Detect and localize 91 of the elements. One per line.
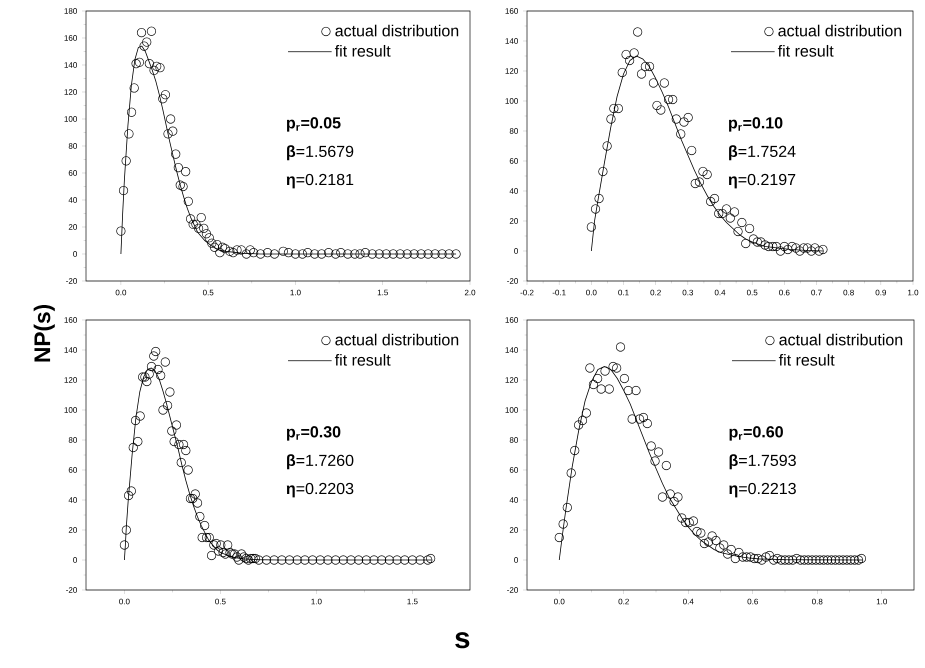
- x-tick-label: 0.5: [215, 598, 226, 604]
- x-tick-label: 1.0: [311, 598, 322, 604]
- y-tick-label: 20: [68, 527, 77, 533]
- y-tick-label: 0: [514, 557, 518, 563]
- y-tick-label: 100: [506, 407, 518, 413]
- y-tick-label: 100: [506, 98, 518, 104]
- legend-label: fit result: [778, 354, 835, 366]
- x-tick-label: 0.5: [202, 290, 214, 296]
- x-tick-label: 0.3: [682, 290, 694, 296]
- y-tick-label: 160: [64, 317, 77, 323]
- x-tick-label: -0.1: [552, 290, 566, 296]
- x-tick-label: 0.4: [714, 290, 726, 296]
- y-tick-label: 40: [510, 188, 518, 194]
- x-tick-label: 1.5: [378, 290, 388, 296]
- y-tick-label: 120: [64, 89, 77, 95]
- y-tick-label: -20: [507, 587, 518, 593]
- y-tick-label: 100: [64, 116, 77, 122]
- legend-label: fit result: [334, 44, 391, 57]
- x-tick-label: 0.1: [618, 290, 629, 296]
- x-tick-label: 1.5: [407, 598, 418, 604]
- x-tick-label: -0.2: [520, 290, 534, 296]
- x-tick-label: 2.0: [464, 290, 476, 296]
- y-tick-label: 100: [64, 407, 77, 413]
- annotation: η=0.2197: [728, 174, 796, 188]
- annotation: η=0.2203: [286, 482, 354, 498]
- y-tick-label: 160: [506, 8, 518, 14]
- y-tick-label: 60: [68, 467, 77, 473]
- x-tick-label: 0.6: [748, 598, 758, 604]
- y-tick-label: 40: [510, 497, 518, 503]
- y-tick-label: 60: [510, 467, 518, 473]
- x-axis-title: s: [455, 632, 470, 648]
- y-tick-label: 80: [510, 128, 518, 134]
- legend-label: fit result: [778, 44, 834, 57]
- x-tick-label: 0.8: [812, 598, 822, 604]
- x-tick-label: 0.7: [811, 290, 822, 296]
- legend-label: actual distribution: [778, 24, 902, 36]
- x-tick-label: 0.4: [683, 598, 694, 604]
- annotation: β=1.7524: [729, 145, 796, 160]
- legend-label: actual distribution: [335, 334, 458, 346]
- y-tick-label: 0: [73, 557, 77, 563]
- y-axis-title: NP(s): [34, 304, 55, 362]
- x-tick-label: 0.5: [746, 290, 758, 296]
- annotation: β=1.7593: [730, 454, 796, 470]
- y-tick-label: 80: [68, 143, 77, 149]
- x-tick-label: 1.0: [290, 290, 301, 296]
- y-tick-label: -20: [507, 278, 518, 284]
- y-tick-label: 180: [64, 8, 77, 14]
- y-tick-label: 20: [510, 218, 518, 224]
- annotation: p$_{r}$=0.05: [286, 117, 341, 132]
- y-tick-label: 0: [514, 248, 518, 254]
- legend-label: actual distribution: [335, 24, 458, 36]
- annotation: η=0.2213: [729, 482, 796, 498]
- y-tick-label: 140: [64, 62, 77, 68]
- annotation: β=1.5679: [287, 145, 354, 160]
- y-tick-label: 60: [68, 170, 77, 176]
- y-tick-label: 40: [68, 497, 77, 503]
- y-tick-label: 160: [64, 35, 77, 41]
- y-tick-label: 20: [510, 527, 518, 533]
- y-tick-label: 120: [506, 68, 518, 74]
- x-tick-label: 0.8: [843, 290, 854, 296]
- x-tick-label: 0.6: [779, 290, 790, 296]
- y-tick-label: 120: [506, 377, 518, 383]
- y-tick-label: 120: [64, 377, 77, 383]
- x-tick-label: 0.0: [586, 290, 597, 296]
- x-tick-label: 0.0: [116, 290, 126, 296]
- y-tick-label: 40: [68, 197, 77, 203]
- x-tick-label: 1.0: [908, 290, 918, 296]
- y-tick-label: 80: [510, 437, 518, 443]
- y-tick-label: 140: [64, 347, 77, 353]
- legend-label: fit result: [334, 354, 391, 366]
- y-tick-label: 20: [68, 224, 77, 230]
- legend-label: actual distribution: [779, 334, 902, 346]
- x-tick-label: 0.2: [650, 290, 661, 296]
- annotation: η=0.2181: [286, 174, 354, 188]
- x-tick-label: 0.9: [876, 290, 886, 296]
- x-tick-label: 1.0: [876, 598, 888, 604]
- y-tick-label: 60: [510, 158, 518, 164]
- annotation: p$_{r}$=0.30: [286, 426, 340, 441]
- y-tick-label: 140: [506, 38, 518, 44]
- x-tick-label: 0.0: [119, 598, 130, 604]
- annotation: p$_{r}$=0.10: [729, 117, 782, 132]
- y-tick-label: 160: [506, 317, 518, 323]
- y-tick-label: -20: [66, 587, 77, 593]
- x-tick-label: 0.2: [618, 598, 629, 604]
- annotation: p$_{r}$=0.60: [730, 426, 783, 441]
- annotation: β=1.7260: [287, 454, 354, 470]
- y-tick-label: 80: [68, 437, 77, 443]
- y-tick-label: 140: [506, 347, 518, 353]
- y-tick-label: 0: [73, 251, 77, 257]
- x-tick-label: 0.0: [554, 598, 565, 604]
- y-tick-label: -20: [66, 278, 77, 284]
